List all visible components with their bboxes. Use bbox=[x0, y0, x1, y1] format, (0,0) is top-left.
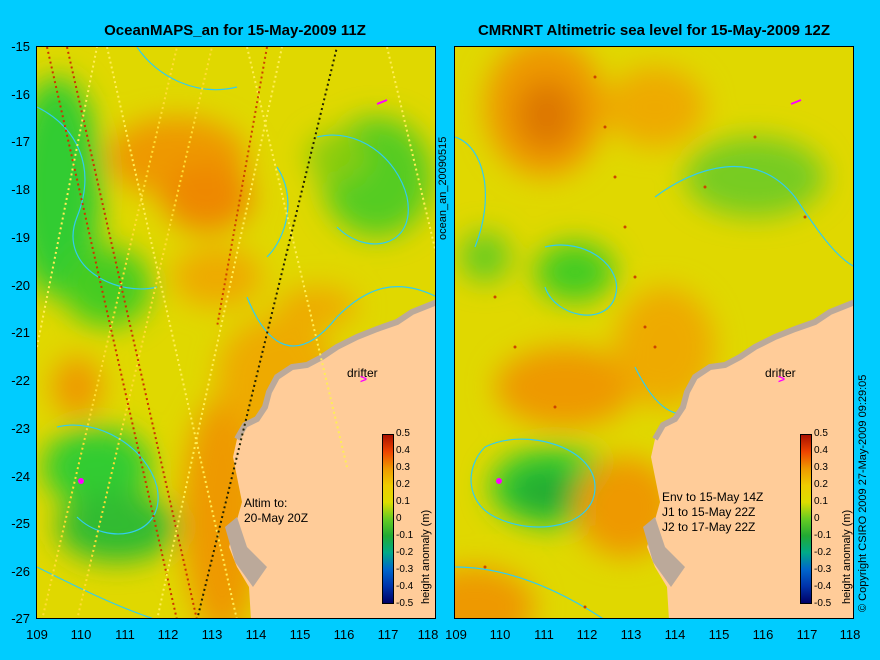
lat-tick-label: -22 bbox=[11, 373, 30, 388]
right-map-panel bbox=[454, 46, 854, 619]
coastal-shelf bbox=[225, 517, 267, 587]
height-anomaly-field bbox=[455, 47, 825, 618]
colorbar-tick: 0.1 bbox=[396, 496, 410, 507]
lon-tick-label: 110 bbox=[489, 627, 511, 642]
lon-tick-label: 110 bbox=[70, 627, 92, 642]
lon-tick-label: 113 bbox=[620, 627, 642, 642]
drifter-label-right: drifter bbox=[765, 366, 796, 380]
colorbar-tick: 0.5 bbox=[396, 428, 410, 439]
left-map-svg bbox=[37, 47, 435, 618]
copyright-text: © Copyright CSIRO 2009 27-May-2009 09:29… bbox=[857, 374, 869, 612]
lat-tick-label: -19 bbox=[11, 230, 30, 245]
drifter-track bbox=[376, 99, 388, 105]
lon-tick-label: 116 bbox=[752, 627, 774, 642]
lat-tick-label: -25 bbox=[11, 516, 30, 531]
colorbar-tick: -0.5 bbox=[814, 598, 832, 609]
coastline bbox=[234, 299, 435, 441]
colorbar-tick: 0.4 bbox=[396, 445, 410, 456]
colorbar-tick: 0.5 bbox=[814, 428, 828, 439]
lat-tick-label: -26 bbox=[11, 564, 30, 579]
colorbar-label: height anomaly (m) bbox=[420, 509, 432, 604]
right-map-svg bbox=[455, 47, 853, 618]
colorbar-tick: -0.1 bbox=[396, 530, 414, 541]
colorbar-tick: 0.2 bbox=[396, 479, 410, 490]
altimeter-tracks bbox=[37, 47, 435, 618]
lat-tick-label: -24 bbox=[11, 469, 30, 484]
drifter-label-left: drifter bbox=[347, 366, 378, 380]
lon-tick-label: 112 bbox=[157, 627, 179, 642]
colorbar-tick: -0.1 bbox=[814, 530, 832, 541]
colorbar-gradient bbox=[800, 434, 812, 604]
lat-tick-label: -20 bbox=[11, 278, 30, 293]
lon-tick-label: 109 bbox=[445, 627, 467, 642]
drifter-arrow-left: > bbox=[360, 372, 368, 386]
colorbar-tick: 0.4 bbox=[814, 445, 828, 456]
lon-tick-label: 113 bbox=[201, 627, 223, 642]
lat-tick-label: -21 bbox=[11, 325, 30, 340]
lat-tick-label: -23 bbox=[11, 421, 30, 436]
colorbar-tick: -0.4 bbox=[814, 581, 832, 592]
run-id-label: ocean_an_20090515 bbox=[437, 136, 449, 240]
contour-lines bbox=[455, 136, 853, 618]
colorbar-tick: 0.3 bbox=[396, 462, 410, 473]
lat-tick-label: -16 bbox=[11, 87, 30, 102]
lon-tick-label: 111 bbox=[534, 627, 554, 642]
colorbar-tick: -0.5 bbox=[396, 598, 414, 609]
lon-tick-label: 115 bbox=[708, 627, 730, 642]
drifter-arrow-right: > bbox=[778, 372, 786, 386]
satellite-coverage-note: Env to 15-May 14Z J1 to 15-May 22Z J2 to… bbox=[662, 490, 764, 534]
lon-tick-label: 117 bbox=[796, 627, 818, 642]
lon-tick-label: 114 bbox=[664, 627, 686, 642]
colorbar-tick: 0 bbox=[396, 513, 402, 524]
left-map-panel bbox=[36, 46, 436, 619]
lon-tick-label: 115 bbox=[289, 627, 311, 642]
colorbar-tick: -0.2 bbox=[396, 547, 414, 558]
lat-tick-label: -17 bbox=[11, 134, 30, 149]
lon-tick-label: 116 bbox=[333, 627, 355, 642]
lon-tick-label: 109 bbox=[26, 627, 48, 642]
right-panel-title: CMRNRT Altimetric sea level for 15-May-2… bbox=[477, 22, 831, 39]
lat-tick-label: -18 bbox=[11, 182, 30, 197]
lon-tick-label: 118 bbox=[417, 627, 439, 642]
colorbar-tick: -0.2 bbox=[814, 547, 832, 558]
coastal-shelf bbox=[643, 517, 685, 587]
left-panel-title: OceanMAPS_an for 15-May-2009 11Z bbox=[104, 22, 366, 39]
lon-tick-label: 117 bbox=[377, 627, 399, 642]
colorbar-tick: 0.3 bbox=[814, 462, 828, 473]
observation-points bbox=[483, 75, 807, 609]
colorbar-tick: -0.3 bbox=[814, 564, 832, 575]
colorbar-tick: 0.1 bbox=[814, 496, 828, 507]
lon-tick-label: 112 bbox=[576, 627, 598, 642]
lon-tick-label: 118 bbox=[839, 627, 861, 642]
drifter-point bbox=[78, 478, 84, 484]
coastline bbox=[652, 299, 853, 441]
lat-tick-label: -27 bbox=[11, 611, 30, 626]
drifter-track bbox=[790, 99, 802, 105]
colorbar-gradient bbox=[382, 434, 394, 604]
colorbar-tick: -0.3 bbox=[396, 564, 414, 575]
lon-tick-label: 114 bbox=[245, 627, 267, 642]
contour-lines bbox=[37, 47, 435, 618]
lon-tick-label: 111 bbox=[115, 627, 135, 642]
colorbar-tick: 0.2 bbox=[814, 479, 828, 490]
drifter-point bbox=[496, 478, 502, 484]
lat-tick-label: -15 bbox=[11, 39, 30, 54]
colorbar-label: height anomaly (m) bbox=[841, 509, 853, 604]
colorbar-tick: 0 bbox=[814, 513, 820, 524]
colorbar-tick: -0.4 bbox=[396, 581, 414, 592]
altimetry-cutoff-note: Altim to: 20-May 20Z bbox=[244, 496, 309, 525]
